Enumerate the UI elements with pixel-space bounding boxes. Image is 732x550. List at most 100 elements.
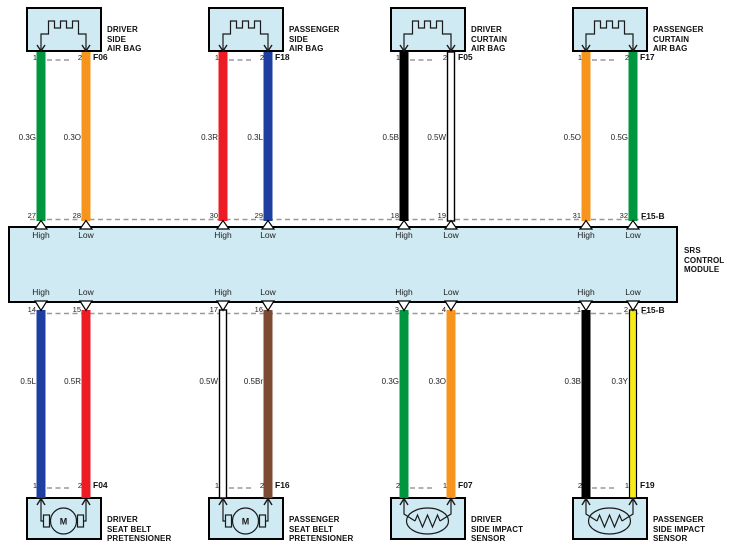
- connector-id: F18: [275, 52, 290, 62]
- wire-0.5L-blue: [36, 310, 46, 498]
- passenger-impact-sensor-box: [572, 497, 648, 540]
- connector-id: F04: [93, 480, 108, 490]
- module-pin-number: 3: [394, 305, 399, 314]
- signal-label: Low: [443, 230, 459, 240]
- signal-label: Low: [443, 287, 459, 297]
- driver-curtain-airbag-box: [390, 7, 466, 52]
- wire-code: 0.5L: [20, 377, 36, 386]
- wire-0.3G-green: [399, 310, 409, 498]
- module-pin-number: 2: [623, 305, 628, 314]
- signal-label: Low: [78, 230, 94, 240]
- connector-id: F19: [640, 480, 655, 490]
- connector-id: F07: [458, 480, 473, 490]
- wire-code: 0.5G: [610, 133, 628, 142]
- pin-number: 1: [395, 53, 400, 62]
- wire-code: 0.3O: [428, 377, 446, 386]
- driver-curtain-airbag-label: DRIVER CURTAIN AIR BAG: [471, 25, 508, 53]
- srs-control-module-box: [8, 226, 678, 303]
- module-pin-number: 18: [390, 211, 399, 220]
- wire-0.5W-white: [446, 51, 456, 222]
- signal-label: Low: [78, 287, 94, 297]
- signal-label: High: [32, 230, 50, 240]
- pin-number: 2: [624, 53, 629, 62]
- module-pin-number: 17: [209, 305, 218, 314]
- passenger-pretensioner-label: PASSENGER SEAT BELT PRETENSIONER: [289, 515, 354, 543]
- wire-code: 0.5O: [563, 133, 581, 142]
- module-pin-number: 30: [209, 211, 218, 220]
- module-pin-number: 29: [254, 211, 263, 220]
- signal-label: High: [395, 287, 413, 297]
- pin-number: 2: [577, 481, 582, 490]
- wire-0.5G-green: [628, 52, 638, 221]
- wire-code: 0.5W: [427, 133, 446, 142]
- pin-number: 1: [442, 481, 447, 490]
- signal-label: High: [214, 287, 232, 297]
- module-pin-number: 16: [254, 305, 263, 314]
- wire-0.3L-blue: [263, 52, 273, 221]
- wire-0.3Y-yellow: [628, 309, 638, 499]
- driver-side-airbag-label: DRIVER SIDE AIR BAG: [107, 25, 142, 53]
- passenger-curtain-airbag-box: [572, 7, 648, 52]
- connector-id: F16: [275, 480, 290, 490]
- pin-number: 2: [259, 53, 264, 62]
- signal-label: Low: [260, 230, 276, 240]
- signal-label: Low: [260, 287, 276, 297]
- module-pin-number: 19: [437, 211, 446, 220]
- pin-number: 1: [214, 481, 219, 490]
- wire-0.3O-orange: [446, 310, 456, 498]
- pin-number: 2: [77, 53, 82, 62]
- driver-side-airbag-box: [26, 7, 102, 52]
- module-pin-number: 32: [619, 211, 628, 220]
- wire-0.5O-orange: [581, 52, 591, 221]
- pin-number: 2: [259, 481, 264, 490]
- module-connector-id-bottom: F15-B: [641, 305, 665, 315]
- driver-impact-sensor-box: [390, 497, 466, 540]
- pin-number: 1: [32, 53, 37, 62]
- signal-label: High: [214, 230, 232, 240]
- module-connector-id-top: F15-B: [641, 211, 665, 221]
- wire-code: 0.5W: [199, 377, 218, 386]
- connector-id: F17: [640, 52, 655, 62]
- wire-0.5R-red: [81, 310, 91, 498]
- wire-code: 0.3Y: [611, 377, 628, 386]
- wire-0.3B-black: [581, 310, 591, 498]
- driver-impact-sensor-label: DRIVER SIDE IMPACT SENSOR: [471, 515, 524, 543]
- module-pin-number: 1: [576, 305, 581, 314]
- passenger-pretensioner-box: [208, 497, 284, 540]
- wire-0.3O-orange: [81, 52, 91, 221]
- pin-number: 1: [624, 481, 629, 490]
- module-pin-number: 15: [72, 305, 81, 314]
- passenger-side-airbag-label: PASSENGER SIDE AIR BAG: [289, 25, 340, 53]
- signal-label: High: [395, 230, 413, 240]
- srs-control-module-label: SRS CONTROL MODULE: [684, 246, 725, 274]
- wire-code: 0.3L: [247, 133, 263, 142]
- pin-number: 1: [577, 53, 582, 62]
- signal-label: High: [577, 230, 595, 240]
- module-pin-number: 4: [441, 305, 446, 314]
- wire-code: 0.3B: [564, 377, 581, 386]
- passenger-curtain-airbag-label: PASSENGER CURTAIN AIR BAG: [653, 25, 704, 53]
- wire-code: 0.3O: [63, 133, 81, 142]
- connector-id: F05: [458, 52, 473, 62]
- passenger-impact-sensor-label: PASSENGER SIDE IMPACT SENSOR: [653, 515, 706, 543]
- wire-code: 0.5R: [64, 377, 81, 386]
- signal-label: Low: [625, 230, 641, 240]
- wire-code: 0.5Br: [243, 377, 263, 386]
- wire-0.5B-black: [399, 52, 409, 221]
- wire-code: 0.5B: [382, 133, 399, 142]
- module-pin-number: 27: [27, 211, 36, 220]
- wire-code: 0.3G: [18, 133, 36, 142]
- pin-number: 2: [395, 481, 400, 490]
- module-pin-number: 28: [72, 211, 81, 220]
- driver-pretensioner-label: DRIVER SEAT BELT PRETENSIONER: [107, 515, 172, 543]
- wire-code: 0.3G: [381, 377, 399, 386]
- pin-number: 2: [442, 53, 447, 62]
- pin-number: 1: [32, 481, 37, 490]
- wire-0.5Br-brown: [263, 310, 273, 498]
- wire-0.5W-white: [218, 309, 228, 499]
- module-pin-number: 14: [27, 305, 36, 314]
- pin-number: 1: [214, 53, 219, 62]
- pin-number: 2: [77, 481, 82, 490]
- bottom-wires: [36, 309, 638, 499]
- wire-code: 0.3R: [201, 133, 218, 142]
